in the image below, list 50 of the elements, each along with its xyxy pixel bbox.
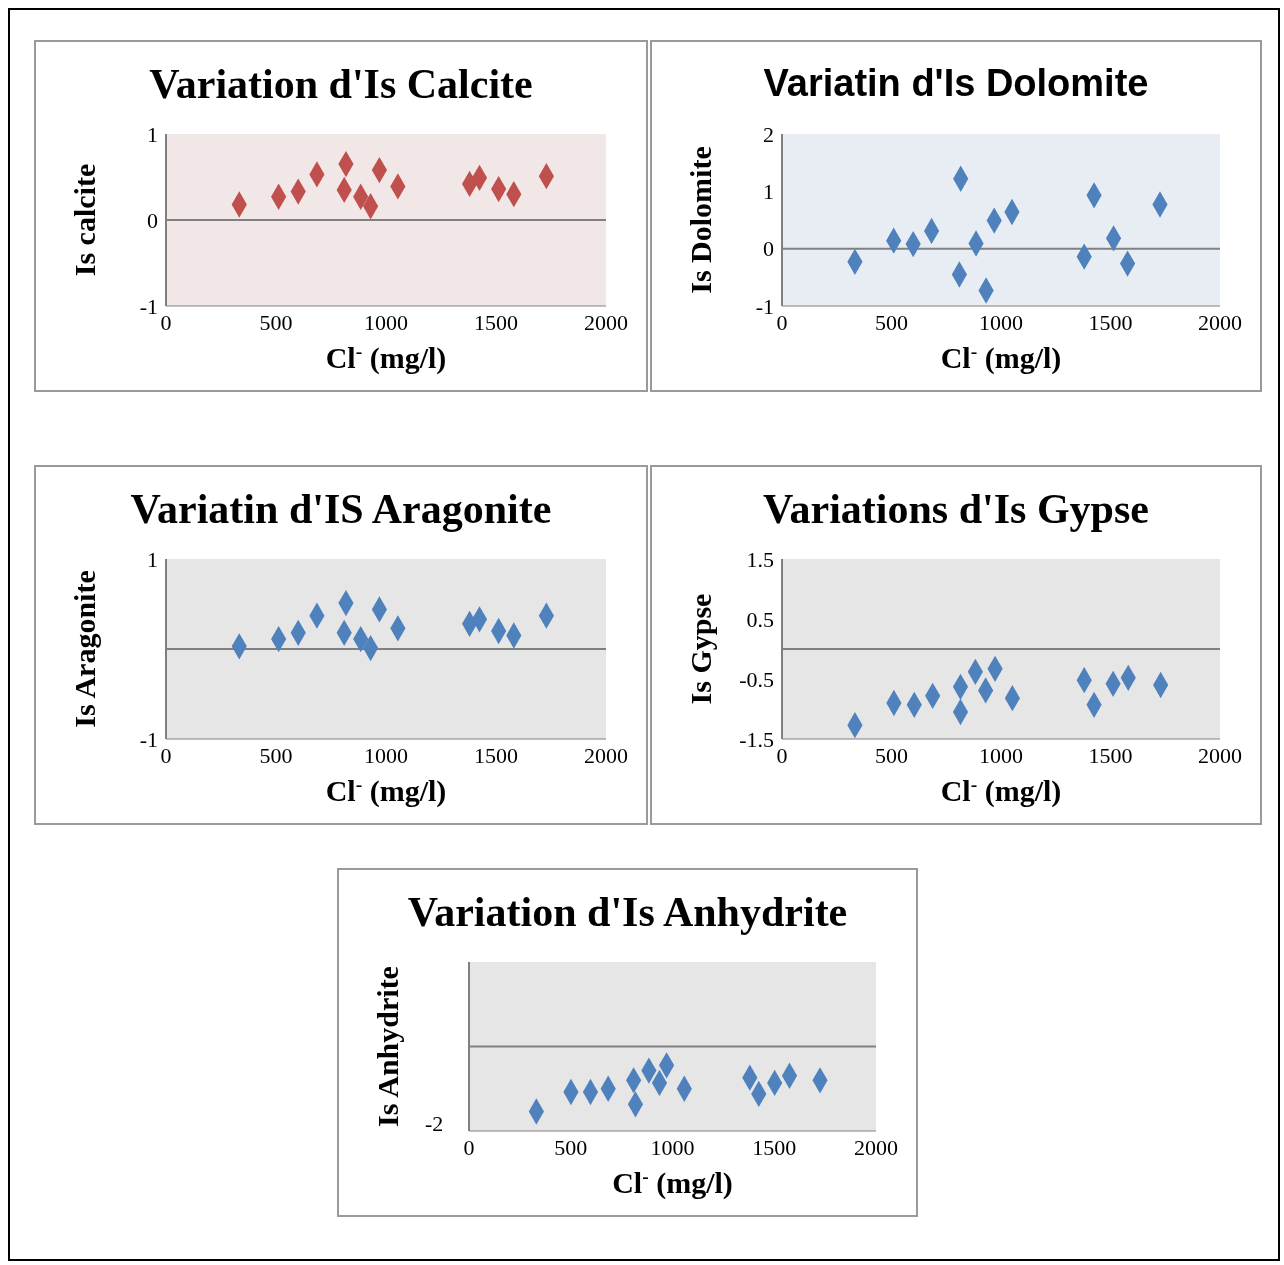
- y-tick-label: -1: [139, 726, 158, 752]
- x-axis-title: Cl$^{-}$ (mg/l): [325, 340, 447, 375]
- x-tick-label: 500: [554, 1134, 588, 1160]
- y-axis-title: Is Anhydrite: [370, 966, 404, 1127]
- x-tick-label: 1500: [1088, 742, 1133, 768]
- x-axis-title: Cl$^{-}$ (mg/l): [325, 773, 447, 808]
- x-tick-label: 2000: [1198, 309, 1242, 335]
- x-axis-title: Cl$^{-}$ (mg/l): [612, 1165, 733, 1200]
- chart-title: Variation d'Is Anhydrite: [406, 887, 849, 937]
- x-tick-label: 500: [875, 742, 908, 768]
- y-tick-label: 2: [763, 121, 774, 147]
- x-tick-label: 1500: [474, 309, 518, 335]
- x-tick-label: 0: [463, 1134, 475, 1160]
- x-tick-label: 1000: [979, 309, 1023, 335]
- text: -2: [425, 1111, 444, 1137]
- chart-title: Variation d'Is Calcite: [149, 60, 533, 107]
- chart-title: Variatin d'IS Aragonite: [130, 485, 552, 532]
- x-tick-label: 2000: [584, 742, 628, 768]
- y-axis-title: Is Gypse: [683, 593, 717, 705]
- x-tick-label: 500: [259, 742, 293, 768]
- x-axis-title: Cl$^{-}$ (mg/l): [940, 773, 1062, 808]
- x-tick-label: 1500: [1088, 309, 1133, 335]
- x-tick-label: 500: [875, 309, 908, 335]
- x-tick-label: 1000: [364, 742, 408, 768]
- y-tick-label: -1: [755, 293, 774, 319]
- x-tick-label: 2000: [1198, 742, 1242, 768]
- x-tick-label: 1500: [474, 742, 518, 768]
- y-tick-label: 1: [763, 179, 774, 205]
- y-tick-label: 0: [147, 207, 158, 233]
- x-tick-label: 2000: [854, 1134, 898, 1160]
- y-axis-title: Is calcite: [67, 163, 101, 277]
- y-tick-label: 1: [147, 546, 158, 572]
- y-tick-label: 1.5: [746, 546, 774, 572]
- y-axis-title: Is Aragonite: [67, 570, 101, 728]
- y-tick-label: -1: [139, 293, 158, 319]
- y-tick-label: 0: [763, 236, 774, 262]
- x-tick-label: 500: [259, 309, 293, 335]
- x-tick-label: 1000: [650, 1134, 695, 1160]
- x-tick-label: 2000: [584, 309, 628, 335]
- chart-title: Variatin d'Is Dolomite: [763, 62, 1149, 105]
- x-axis-title: Cl$^{-}$ (mg/l): [940, 340, 1062, 375]
- y-axis-title: Is Dolomite: [683, 146, 717, 294]
- x-tick-label: 1000: [364, 309, 408, 335]
- y-tick-label: 1: [147, 121, 158, 147]
- y-tick-label: -0.5: [739, 666, 774, 692]
- y-tick-label: -1.5: [739, 726, 774, 752]
- y-tick-label: 0.5: [746, 606, 774, 632]
- x-tick-label: 1000: [979, 742, 1023, 768]
- x-tick-label: 1500: [752, 1134, 797, 1160]
- chart-title: Variations d'Is Gypse: [763, 485, 1149, 532]
